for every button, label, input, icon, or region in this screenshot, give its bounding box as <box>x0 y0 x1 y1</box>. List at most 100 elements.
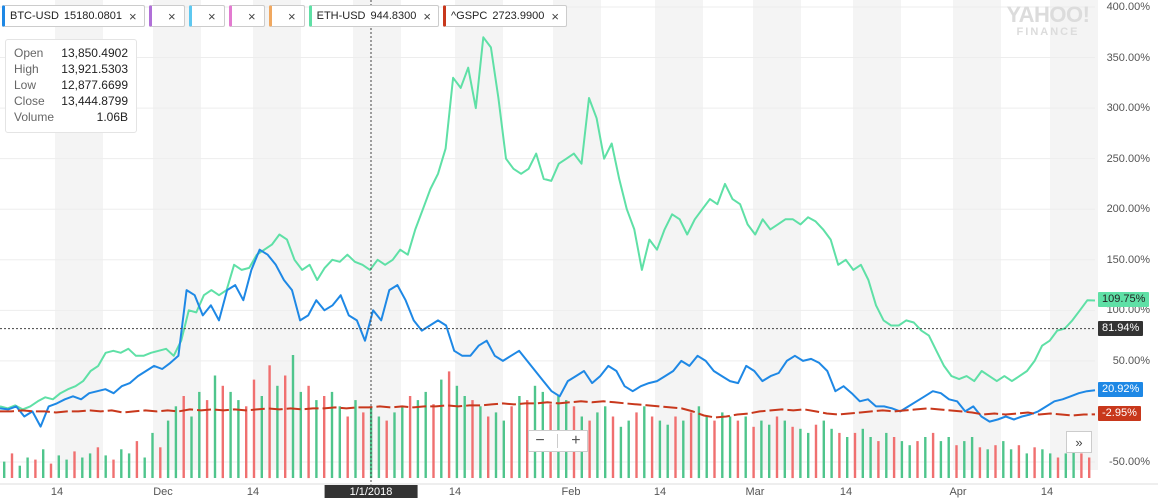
volume-bar <box>846 437 849 478</box>
zoom-in-button[interactable]: + <box>571 432 581 449</box>
scroll-right-button[interactable]: » <box>1066 431 1092 453</box>
volume-bar <box>284 375 287 478</box>
close-icon[interactable]: × <box>168 8 176 24</box>
volume-bar <box>978 447 982 479</box>
volume-bar <box>120 449 123 478</box>
volume-bar <box>10 453 14 478</box>
volume-bar <box>924 437 927 478</box>
volume-bar <box>81 457 84 478</box>
week-band <box>853 0 901 470</box>
volume-bar <box>57 455 60 478</box>
volume-bar <box>682 420 685 478</box>
ohlc-high-row: High 13,921.5303 <box>14 61 128 77</box>
legend-pill-empty-3[interactable]: × <box>228 5 265 27</box>
volume-bar <box>299 391 302 478</box>
x-tick-label: Feb <box>561 486 581 498</box>
volume-bar <box>323 396 326 478</box>
volume-bar <box>799 428 802 478</box>
volume-bar <box>447 371 451 478</box>
volume-bar <box>1002 441 1005 478</box>
volume-bar <box>713 420 716 478</box>
legend-pill-btc[interactable]: BTC-USD 15180.0801 × <box>2 5 145 27</box>
volume-bar <box>814 424 818 478</box>
volume-bar <box>471 400 474 478</box>
x-tick-label: Apr <box>949 486 967 498</box>
volume-bar <box>88 453 92 478</box>
volume-bar <box>487 416 490 478</box>
volume-bar <box>190 416 193 478</box>
volume-bar <box>315 400 318 478</box>
volume-bar <box>635 412 638 478</box>
volume-bar <box>34 459 37 478</box>
value-tag: -2.95% <box>1098 406 1141 422</box>
volume-bar <box>73 451 76 479</box>
volume-bar <box>611 416 615 478</box>
legend-pill-empty-4[interactable]: × <box>268 5 305 27</box>
volume-bar <box>252 379 256 478</box>
volume-bar <box>518 396 521 478</box>
zoom-out-button[interactable]: − <box>535 432 545 449</box>
volume-bar <box>440 379 443 478</box>
x-tick-label: 1/1/2018 <box>324 485 418 498</box>
close-icon[interactable]: × <box>208 8 216 24</box>
volume-bar <box>143 457 146 478</box>
week-band <box>353 0 401 470</box>
ohlc-open-value: 13,850.4902 <box>61 46 128 60</box>
volume-bar <box>877 441 880 478</box>
volume-bar <box>908 445 911 478</box>
volume-bar <box>744 416 747 478</box>
volume-bar <box>791 426 794 479</box>
volume-bar <box>994 445 997 478</box>
volume-bar <box>861 428 864 478</box>
ohlc-close-label: Close <box>14 94 45 108</box>
legend-pill-empty-1[interactable]: × <box>148 5 185 27</box>
volume-bar <box>1080 453 1083 478</box>
ohlc-close-row: Close 13,444.8799 <box>14 93 128 109</box>
week-band <box>753 0 801 470</box>
week-band <box>1050 0 1098 470</box>
volume-bar <box>1088 457 1091 478</box>
ohlc-open-label: Open <box>14 46 44 60</box>
ohlc-low-row: Low 12,877.6699 <box>14 77 128 93</box>
close-icon[interactable]: × <box>551 8 559 24</box>
ohlc-low-value: 12,877.6699 <box>61 78 128 92</box>
volume-bar <box>775 416 779 478</box>
volume-bar <box>26 457 29 478</box>
legend-pill-empty-2[interactable]: × <box>188 5 225 27</box>
close-icon[interactable]: × <box>423 8 431 24</box>
value-tag: 109.75% <box>1098 292 1150 308</box>
volume-bar <box>18 465 21 478</box>
series-line-btcusd <box>0 248 1096 428</box>
volume-bar <box>502 420 505 478</box>
volume-bar <box>1072 449 1075 478</box>
legend-pill-eth[interactable]: ETH-USD 944.8300 × <box>308 5 439 27</box>
ohlc-low-label: Low <box>14 78 37 92</box>
volume-bar <box>721 412 724 478</box>
close-icon[interactable]: × <box>248 8 256 24</box>
volume-bar <box>135 441 139 478</box>
volume-bar <box>416 400 420 478</box>
volume-bar <box>853 432 857 478</box>
close-icon[interactable]: × <box>129 8 137 24</box>
volume-bar <box>377 416 381 478</box>
legend-price: 15180.0801 <box>63 10 123 22</box>
volume-bar <box>931 432 935 478</box>
volume-bar <box>705 416 708 478</box>
close-icon[interactable]: × <box>288 8 296 24</box>
volume-bar <box>291 355 295 478</box>
ohlc-volume-value: 1.06B <box>96 110 128 124</box>
volume-bar <box>588 420 591 478</box>
volume-bar <box>1017 445 1021 478</box>
volume-bar <box>736 420 740 478</box>
volume-bar <box>1049 453 1052 478</box>
volume-bar <box>463 396 466 478</box>
y-tick-label: -50.00% <box>1109 456 1150 468</box>
volume-bar <box>760 420 763 478</box>
volume-bar <box>658 420 662 478</box>
volume-bar <box>892 437 896 478</box>
ohlc-volume-label: Volume <box>14 110 55 124</box>
volume-bar <box>526 400 529 478</box>
ohlc-open-row: Open 13,850.4902 <box>14 45 128 61</box>
legend-pill-gspc[interactable]: ^GSPC 2723.9900 × <box>442 5 567 27</box>
